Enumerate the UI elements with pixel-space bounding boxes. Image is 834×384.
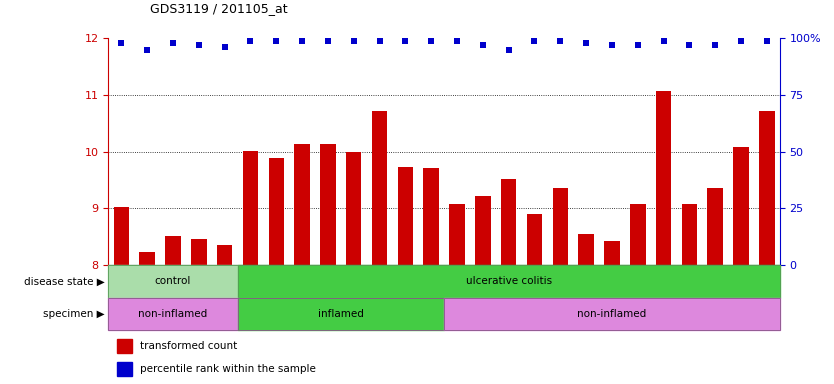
Point <box>735 38 748 44</box>
Point <box>269 38 283 44</box>
Text: percentile rank within the sample: percentile rank within the sample <box>140 364 316 374</box>
Bar <box>346 152 361 265</box>
Bar <box>165 235 181 265</box>
Bar <box>424 167 439 265</box>
Bar <box>320 144 335 265</box>
Point <box>761 38 774 44</box>
Point <box>502 46 515 53</box>
Point <box>425 38 438 44</box>
Text: inflamed: inflamed <box>318 309 364 319</box>
Bar <box>579 234 594 265</box>
Point <box>580 40 593 46</box>
Bar <box>117 362 132 376</box>
Point <box>373 38 386 44</box>
Point <box>192 42 205 48</box>
Bar <box>243 151 259 265</box>
Point <box>683 42 696 48</box>
Point <box>605 42 619 48</box>
Text: transformed count: transformed count <box>140 341 238 351</box>
Bar <box>450 204 465 265</box>
Bar <box>108 298 238 330</box>
Bar <box>630 204 646 265</box>
Bar <box>238 265 780 298</box>
Text: ulcerative colitis: ulcerative colitis <box>465 276 552 286</box>
Point <box>554 38 567 44</box>
Bar <box>372 111 387 265</box>
Point <box>631 42 645 48</box>
Bar <box>527 214 542 265</box>
Bar <box>398 167 413 265</box>
Text: specimen ▶: specimen ▶ <box>43 309 104 319</box>
Bar <box>108 298 238 330</box>
Bar <box>759 111 775 265</box>
Bar <box>501 179 516 265</box>
Point <box>218 45 231 51</box>
Point <box>657 38 671 44</box>
Bar <box>681 204 697 265</box>
Bar <box>294 144 310 265</box>
Point <box>295 38 309 44</box>
Bar <box>139 253 155 265</box>
Bar <box>733 147 749 265</box>
Bar <box>707 189 723 265</box>
Bar <box>108 265 238 298</box>
Point <box>528 38 541 44</box>
Point <box>321 38 334 44</box>
Bar <box>191 240 207 265</box>
Bar <box>108 265 238 298</box>
Point <box>476 42 490 48</box>
Bar <box>117 339 132 353</box>
Bar <box>656 91 671 265</box>
Bar <box>269 159 284 265</box>
Bar <box>113 207 129 265</box>
Point <box>166 40 179 46</box>
Text: control: control <box>155 276 191 286</box>
Bar <box>445 298 780 330</box>
Bar <box>238 298 444 330</box>
Bar <box>475 196 490 265</box>
Point <box>709 42 722 48</box>
Text: GDS3119 / 201105_at: GDS3119 / 201105_at <box>150 2 288 15</box>
Bar <box>238 265 780 298</box>
Point <box>244 38 257 44</box>
Bar <box>604 241 620 265</box>
Point <box>450 38 464 44</box>
Bar <box>553 189 568 265</box>
Point <box>399 38 412 44</box>
Text: disease state ▶: disease state ▶ <box>23 276 104 286</box>
Point <box>347 38 360 44</box>
Point <box>114 40 128 46</box>
Text: non-inflamed: non-inflamed <box>577 309 646 319</box>
Point <box>140 46 153 53</box>
Bar <box>217 245 233 265</box>
Bar <box>445 298 780 330</box>
Text: non-inflamed: non-inflamed <box>138 309 208 319</box>
Bar <box>238 298 444 330</box>
